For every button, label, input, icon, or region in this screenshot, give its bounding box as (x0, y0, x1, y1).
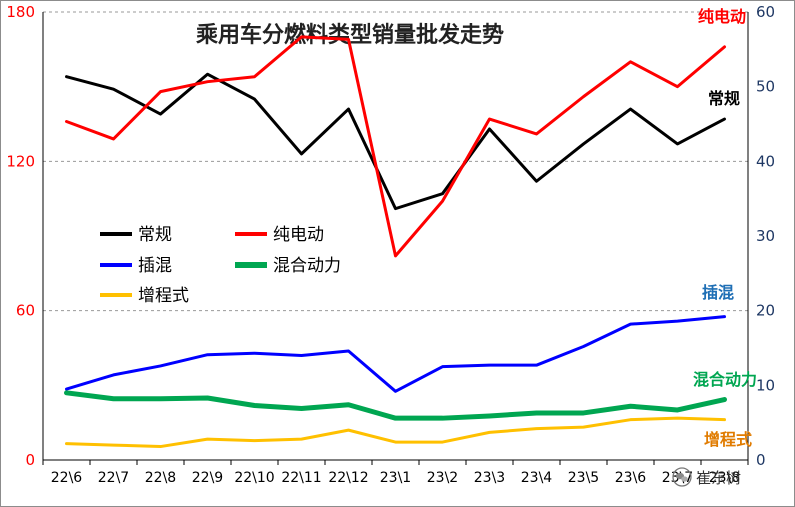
series-line-3 (65, 315, 726, 393)
x-tick-label: 23\3 (474, 470, 505, 486)
x-tick-label: 22\9 (192, 470, 223, 486)
legend-label: 纯电动 (273, 225, 324, 245)
y-left-tick-label: 120 (6, 152, 35, 170)
wechat-icon (672, 467, 692, 487)
y-right-tick-label: 10 (756, 376, 775, 394)
series-line-1 (65, 72, 726, 211)
x-tick-label: 23\8 (709, 470, 740, 486)
y-right-tick-label: 0 (756, 451, 766, 469)
series-line-4 (64, 390, 727, 421)
legend-label: 增程式 (138, 286, 189, 306)
x-tick-label: 22\12 (328, 470, 368, 486)
x-tick-label: 23\6 (615, 470, 647, 486)
x-tick-label: 22\6 (51, 470, 83, 486)
y-left-tick-label: 180 (6, 3, 35, 21)
x-tick-label: 23\5 (568, 470, 599, 486)
x-tick-label: 23\1 (380, 470, 411, 486)
series-annotation: 常规 (708, 89, 740, 108)
watermark: 崔东树 (672, 465, 741, 489)
series-annotation: 增程式 (704, 430, 752, 449)
watermark-text: 崔东树 (696, 468, 742, 487)
series-annotation: 插混 (702, 283, 734, 302)
series-annotation: 混合动力 (693, 370, 757, 389)
y-left-tick-label: 60 (16, 302, 35, 320)
y-right-tick-label: 30 (756, 227, 775, 245)
x-tick-label: 23\2 (427, 470, 458, 486)
legend-label: 插混 (138, 256, 172, 276)
series-line-5 (65, 416, 726, 449)
x-tick-label: 22\7 (98, 470, 129, 486)
y-left-tick-label: 0 (25, 451, 35, 469)
series-line-2 (65, 35, 726, 258)
x-tick-label: 22\8 (145, 470, 176, 486)
legend-label: 常规 (138, 225, 172, 245)
x-tick-label: 22\11 (281, 470, 321, 486)
x-tick-label: 23\4 (521, 470, 553, 486)
y-right-tick-label: 60 (756, 3, 775, 21)
y-right-tick-label: 50 (756, 78, 775, 96)
x-tick-label: 22\10 (234, 470, 274, 486)
series-annotation: 纯电动 (698, 7, 746, 26)
y-right-tick-label: 20 (756, 302, 775, 320)
y-right-tick-label: 40 (756, 152, 775, 170)
legend-label: 混合动力 (273, 256, 341, 276)
